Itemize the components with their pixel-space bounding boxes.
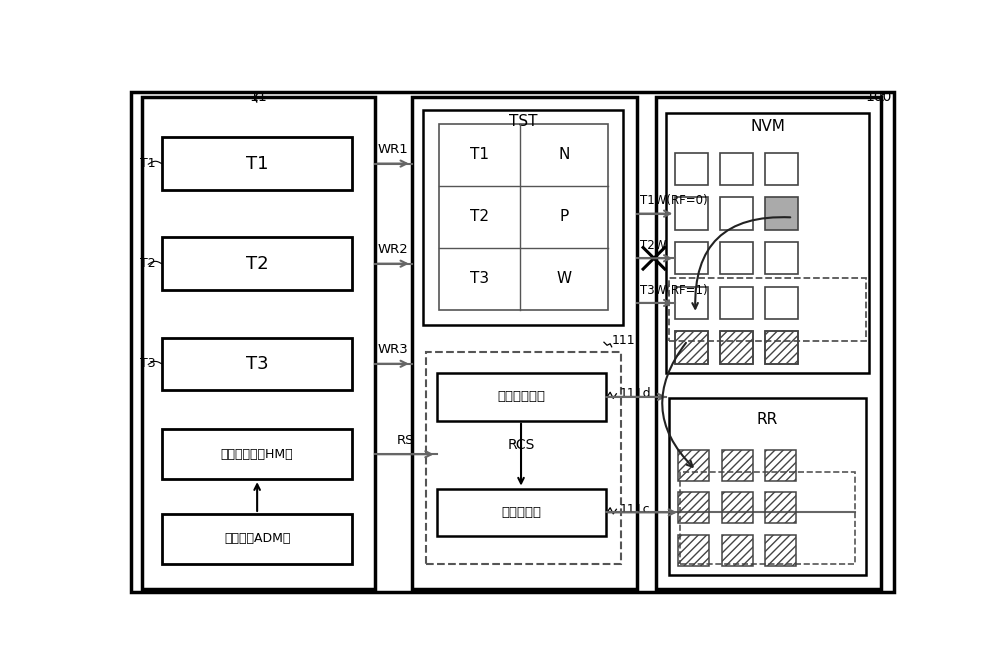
Bar [669,397,866,575]
Text: W: W [556,271,571,286]
Bar [166,141,356,194]
Bar [720,332,753,364]
Text: WR3: WR3 [378,343,409,356]
Bar [423,110,623,325]
Bar [162,429,352,479]
Bar [166,342,356,394]
Bar [162,137,352,190]
Bar [720,242,753,275]
Text: T1: T1 [140,157,156,170]
Bar [765,450,796,481]
Text: RS: RS [397,433,414,446]
Bar [675,242,708,275]
Bar [678,535,709,565]
Text: 保护器管理器: 保护器管理器 [497,391,545,403]
Bar [720,332,753,364]
Bar [166,518,356,568]
Bar [720,287,753,319]
Text: TST: TST [509,114,538,129]
Bar [440,492,609,540]
Bar [675,287,708,319]
Bar [722,535,753,565]
Text: P: P [559,209,569,224]
Text: 100: 100 [866,90,892,104]
Text: T2: T2 [246,255,268,273]
Text: T2: T2 [470,209,489,224]
Text: T3: T3 [140,357,156,371]
Bar [720,153,753,185]
Bar [426,352,621,564]
Bar [439,123,608,310]
Text: 11: 11 [249,90,267,104]
Text: T1: T1 [470,147,489,162]
Bar [162,338,352,390]
Bar [720,198,753,230]
Text: NVM: NVM [750,119,785,134]
Text: 管理员（ADM）: 管理员（ADM） [224,533,290,545]
Text: T2W: T2W [640,239,667,252]
Bar [680,472,855,564]
Text: 111c: 111c [619,502,650,516]
Text: 111: 111 [612,334,635,347]
Bar [412,97,637,589]
Bar [722,450,753,481]
Bar [437,373,606,421]
Text: T1: T1 [246,155,268,173]
Bar [765,242,798,275]
Bar [675,332,708,364]
Bar [765,492,796,523]
Text: 111d: 111d [619,387,651,400]
Text: T1W(RF=0): T1W(RF=0) [640,194,708,208]
Text: RCS: RCS [507,438,535,452]
Bar [166,242,356,294]
Bar [678,450,709,481]
Bar [722,492,753,523]
Text: RR: RR [757,411,778,427]
Bar [765,198,798,230]
Bar [440,377,609,425]
Bar [437,488,606,536]
Bar [666,113,869,373]
Bar [675,198,708,230]
FancyArrowPatch shape [692,217,790,309]
Text: WR1: WR1 [378,143,409,156]
FancyArrowPatch shape [662,343,693,467]
Bar [669,277,866,340]
Text: 主机管理器（HM）: 主机管理器（HM） [221,448,293,461]
Bar [765,332,798,364]
Bar [765,535,796,565]
Text: WR2: WR2 [378,243,409,256]
Bar [765,287,798,319]
Text: T3: T3 [246,354,268,373]
Text: T3: T3 [470,271,489,286]
Bar [162,237,352,290]
Bar [162,514,352,564]
Bar [675,153,708,185]
Bar [678,492,709,523]
Text: N: N [558,147,570,162]
Text: T3W(RF=1): T3W(RF=1) [640,284,708,297]
Bar [142,97,375,589]
Bar [675,332,708,364]
Bar [166,433,356,484]
Bar [656,97,881,589]
Text: 恢复管理器: 恢复管理器 [501,506,541,519]
Bar [765,332,798,364]
Text: T2: T2 [140,257,156,270]
Bar [765,153,798,185]
